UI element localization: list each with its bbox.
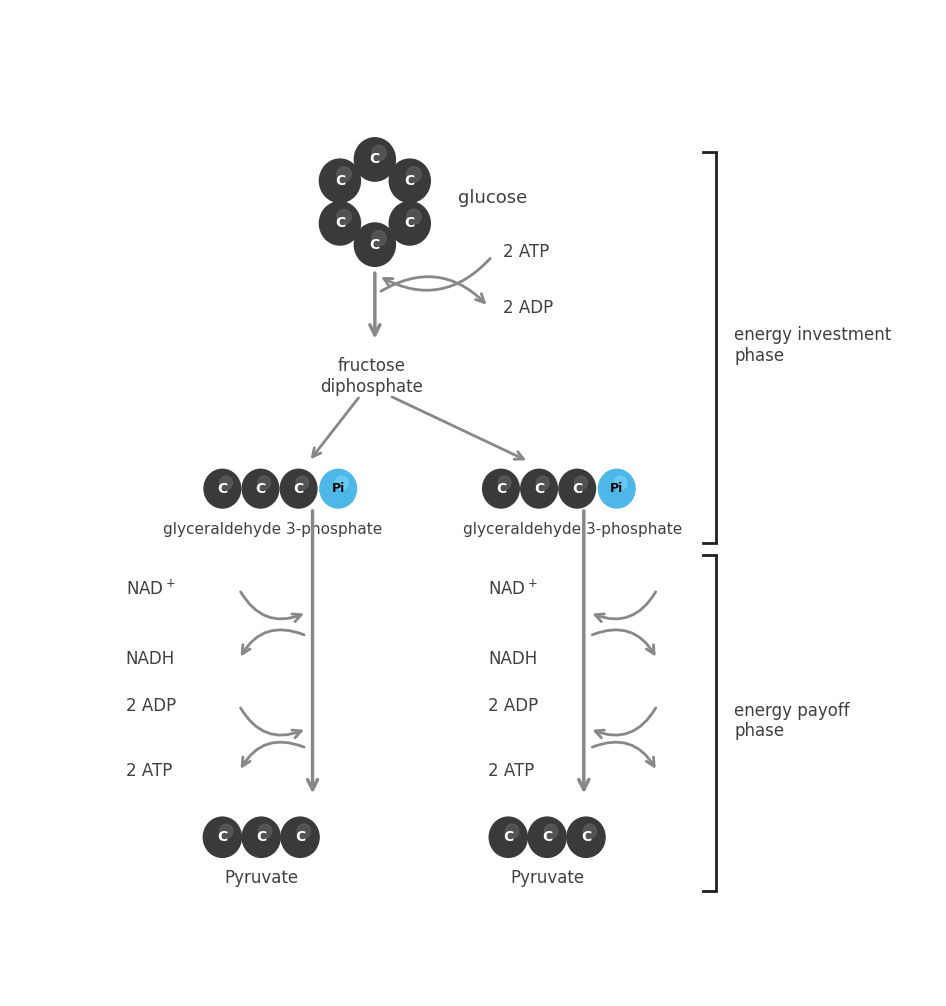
Text: C: C	[496, 482, 506, 496]
Text: C: C	[572, 482, 583, 496]
Text: 2 ATP: 2 ATP	[126, 763, 172, 781]
Text: fructose
diphosphate: fructose diphosphate	[320, 357, 423, 395]
Text: 2 ATP: 2 ATP	[488, 763, 534, 781]
Circle shape	[528, 817, 567, 857]
Circle shape	[520, 469, 557, 508]
Circle shape	[219, 824, 233, 838]
Text: Pi: Pi	[331, 482, 345, 495]
Circle shape	[389, 201, 430, 245]
Circle shape	[280, 469, 317, 508]
Text: C: C	[335, 174, 345, 188]
Text: C: C	[218, 482, 227, 496]
Circle shape	[407, 209, 421, 224]
Circle shape	[536, 476, 550, 490]
Text: NAD$^+$: NAD$^+$	[126, 579, 175, 599]
Circle shape	[355, 223, 395, 267]
Text: C: C	[218, 830, 227, 844]
Circle shape	[499, 476, 511, 490]
Text: C: C	[295, 830, 306, 844]
Text: energy investment
phase: energy investment phase	[734, 326, 891, 365]
Circle shape	[203, 817, 241, 857]
Circle shape	[489, 817, 527, 857]
Circle shape	[567, 817, 605, 857]
Text: Pi: Pi	[610, 482, 623, 495]
Circle shape	[320, 469, 357, 508]
Text: C: C	[405, 216, 415, 230]
Text: glyceraldehyde 3-phosphate: glyceraldehyde 3-phosphate	[464, 522, 682, 537]
Circle shape	[257, 476, 271, 490]
Circle shape	[355, 138, 395, 181]
Text: glucose: glucose	[458, 189, 527, 207]
Text: 2 ATP: 2 ATP	[503, 243, 550, 262]
Text: NAD$^+$: NAD$^+$	[488, 579, 538, 599]
Circle shape	[372, 230, 386, 245]
Circle shape	[583, 824, 597, 838]
Circle shape	[219, 476, 233, 490]
Text: C: C	[255, 482, 266, 496]
Circle shape	[336, 476, 348, 490]
Text: C: C	[256, 830, 267, 844]
Circle shape	[242, 469, 279, 508]
Circle shape	[337, 209, 351, 224]
Text: C: C	[534, 482, 544, 496]
Circle shape	[482, 469, 519, 508]
Text: 2 ADP: 2 ADP	[503, 299, 553, 317]
Text: Pyruvate: Pyruvate	[510, 869, 585, 887]
Text: C: C	[370, 153, 380, 166]
Text: Pyruvate: Pyruvate	[224, 869, 298, 887]
Circle shape	[242, 817, 280, 857]
Circle shape	[258, 824, 272, 838]
Circle shape	[296, 476, 308, 490]
Circle shape	[599, 469, 635, 508]
Text: C: C	[503, 830, 514, 844]
Circle shape	[544, 824, 557, 838]
Circle shape	[505, 824, 518, 838]
Text: 2 ADP: 2 ADP	[488, 696, 538, 714]
Circle shape	[407, 167, 421, 182]
Text: C: C	[405, 174, 415, 188]
Text: 2 ADP: 2 ADP	[126, 696, 176, 714]
Text: energy payoff
phase: energy payoff phase	[734, 701, 850, 740]
Text: NADH: NADH	[488, 650, 537, 668]
Circle shape	[297, 824, 310, 838]
Text: C: C	[542, 830, 552, 844]
Circle shape	[337, 167, 351, 182]
Text: NADH: NADH	[126, 650, 175, 668]
Text: C: C	[335, 216, 345, 230]
Circle shape	[320, 159, 360, 202]
Circle shape	[574, 476, 587, 490]
Text: C: C	[581, 830, 591, 844]
Circle shape	[559, 469, 596, 508]
Circle shape	[614, 476, 627, 490]
Circle shape	[281, 817, 319, 857]
Text: glyceraldehyde 3-phosphate: glyceraldehyde 3-phosphate	[163, 522, 382, 537]
Text: C: C	[293, 482, 304, 496]
Circle shape	[204, 469, 240, 508]
Circle shape	[372, 145, 386, 161]
Text: C: C	[370, 237, 380, 252]
Circle shape	[320, 201, 360, 245]
Circle shape	[389, 159, 430, 202]
